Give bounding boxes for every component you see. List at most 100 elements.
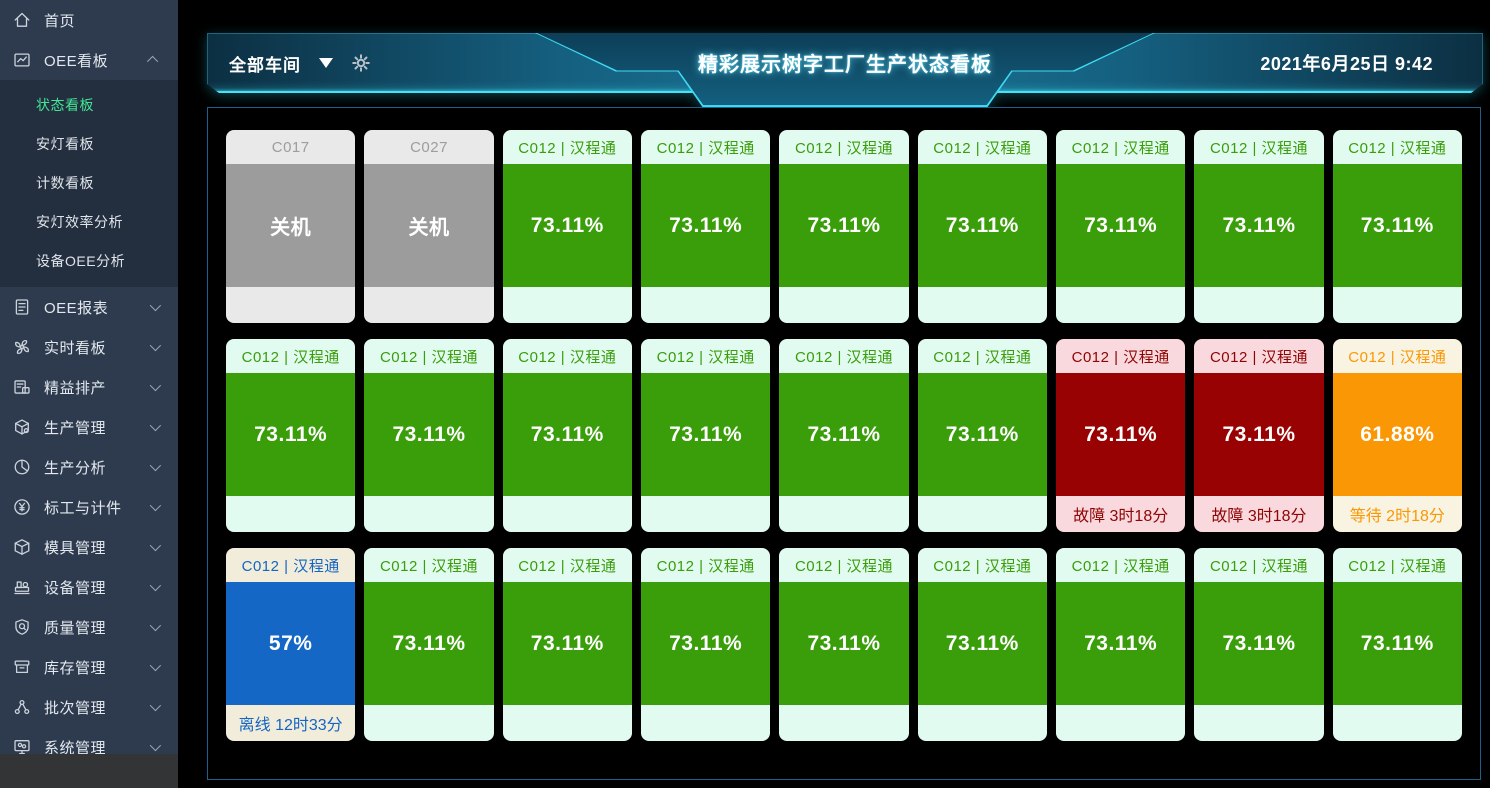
chevron-down-icon xyxy=(149,619,162,632)
sidebar-item-mold-mgmt[interactable]: 模具管理 xyxy=(0,527,178,567)
machine-status-detail xyxy=(1194,705,1324,741)
machine-status-value: 73.11% xyxy=(640,582,771,705)
sidebar-subitem-status-board[interactable]: 状态看板 xyxy=(36,97,94,113)
sidebar-item-inventory-mgmt[interactable]: 库存管理 xyxy=(0,647,178,687)
machine-card[interactable]: C012 | 汉程通 73.11% xyxy=(779,339,909,532)
machine-status-detail xyxy=(779,287,909,323)
machine-card-header: C012 | 汉程通 xyxy=(364,339,494,373)
machine-card[interactable]: C012 | 汉程通 73.11% xyxy=(640,548,771,741)
machine-id-label: C012 | 汉程通 xyxy=(1348,557,1447,575)
machine-card[interactable]: C012 | 汉程通 73.11% 故障 3时18分 xyxy=(1194,339,1324,532)
machine-card[interactable]: C012 | 汉程通 73.11% xyxy=(502,548,632,741)
machine-card[interactable]: C012 | 汉程通 73.11% xyxy=(917,130,1047,323)
sidebar-item-production-mgmt[interactable]: 生产管理 xyxy=(0,407,178,447)
gear-icon[interactable] xyxy=(351,53,371,73)
sidebar-subitem-count-board[interactable]: 计数看板 xyxy=(36,175,94,191)
sidebar-item-realtime-board[interactable]: 实时看板 xyxy=(0,327,178,367)
chevron-down-icon xyxy=(149,379,162,392)
sidebar-item-label: OEE看板 xyxy=(44,52,109,70)
sidebar-item-quality-mgmt[interactable]: 质量管理 xyxy=(0,607,178,647)
sidebar-item-batch-mgmt[interactable]: 批次管理 xyxy=(0,687,178,727)
machine-status-detail xyxy=(1194,287,1324,323)
mold-icon xyxy=(12,538,31,557)
machine-id-label: C012 | 汉程通 xyxy=(1071,348,1170,366)
machine-card-header: C012 | 汉程通 xyxy=(1055,130,1186,164)
cube-icon xyxy=(12,418,31,437)
machine-card[interactable]: C027 关机 xyxy=(364,130,494,323)
machine-card-header: C012 | 汉程通 xyxy=(1194,548,1324,582)
machine-status-detail xyxy=(640,496,771,532)
machine-card-header: C012 | 汉程通 xyxy=(1055,339,1186,373)
sidebar-item-label: 质量管理 xyxy=(44,619,107,637)
chevron-down-icon xyxy=(149,739,162,752)
machine-oee-value: 57% xyxy=(268,631,313,655)
machine-id-label: C027 xyxy=(410,138,448,156)
machine-icon xyxy=(12,578,31,597)
machine-status-value: 73.11% xyxy=(1194,373,1324,496)
machine-card[interactable]: C012 | 汉程通 73.11% 故障 3时18分 xyxy=(1055,339,1186,532)
sidebar-subitem-equipment-oee-analysis[interactable]: 设备OEE分析 xyxy=(36,253,126,269)
machine-card[interactable]: C012 | 汉程通 73.11% xyxy=(502,130,632,323)
sidebar-subitem-andon-board[interactable]: 安灯看板 xyxy=(36,136,94,152)
machine-status-value: 73.11% xyxy=(1055,373,1186,496)
machine-card-header: C012 | 汉程通 xyxy=(1194,130,1324,164)
sidebar-item-lean-scheduling[interactable]: 精益排产 xyxy=(0,367,178,407)
machine-card[interactable]: C012 | 汉程通 73.11% xyxy=(779,548,909,741)
machine-status-detail xyxy=(1332,287,1462,323)
machine-card[interactable]: C012 | 汉程通 73.11% xyxy=(364,339,494,532)
sidebar-item-home[interactable]: 首页 xyxy=(0,0,178,40)
machine-card[interactable]: C012 | 汉程通 73.11% xyxy=(502,339,632,532)
sidebar-item-standard-work-piecework[interactable]: 标工与计件 xyxy=(0,487,178,527)
machine-card-header: C012 | 汉程通 xyxy=(640,130,771,164)
machine-status-detail xyxy=(502,287,632,323)
machine-id-label: C012 | 汉程通 xyxy=(379,348,479,366)
workshop-selector[interactable]: 全部车间 xyxy=(229,55,301,75)
monitor-icon xyxy=(12,738,31,757)
machine-card[interactable]: C012 | 汉程通 73.11% xyxy=(1194,130,1324,323)
machine-oee-value: 73.11% xyxy=(1222,213,1296,237)
machine-card[interactable]: C012 | 汉程通 73.11% xyxy=(1332,130,1462,323)
machine-card[interactable]: C012 | 汉程通 73.11% xyxy=(1194,548,1324,741)
sidebar-item-system-mgmt[interactable]: 系统管理 xyxy=(0,727,178,767)
machine-status-value: 73.11% xyxy=(917,373,1047,496)
nodes-icon xyxy=(12,698,31,717)
machine-card-header: C012 | 汉程通 xyxy=(779,548,909,582)
machine-id-label: C012 | 汉程通 xyxy=(1071,557,1170,575)
machine-status-value: 73.11% xyxy=(917,582,1047,705)
sidebar-item-oee-kanban[interactable]: OEE看板 xyxy=(0,40,178,80)
machine-card-header: C012 | 汉程通 xyxy=(917,548,1047,582)
machine-status-detail-label: 故障 3时18分 xyxy=(1073,508,1169,525)
machine-card[interactable]: C012 | 汉程通 73.11% xyxy=(640,339,771,532)
sidebar-item-oee-report[interactable]: OEE报表 xyxy=(0,287,178,327)
machine-card[interactable]: C012 | 汉程通 57% 离线 12时33分 xyxy=(226,548,356,741)
machine-card-header: C012 | 汉程通 xyxy=(1332,130,1462,164)
sidebar-item-equipment-mgmt[interactable]: 设备管理 xyxy=(0,567,178,607)
machine-id-label: C012 | 汉程通 xyxy=(1071,139,1170,157)
machine-card[interactable]: C012 | 汉程通 73.11% xyxy=(364,548,494,741)
machine-card[interactable]: C012 | 汉程通 73.11% xyxy=(779,130,909,323)
machine-card[interactable]: C012 | 汉程通 73.11% xyxy=(226,339,356,532)
sidebar-item-production-analysis[interactable]: 生产分析 xyxy=(0,447,178,487)
sidebar-item-label: 精益排产 xyxy=(44,379,107,397)
machine-card[interactable]: C012 | 汉程通 73.11% xyxy=(917,548,1047,741)
machine-card[interactable]: C012 | 汉程通 73.11% xyxy=(1055,130,1186,323)
machine-status-detail xyxy=(364,287,494,323)
machine-status-detail xyxy=(779,705,909,741)
machine-id-label: C012 | 汉程通 xyxy=(933,139,1032,157)
machine-card[interactable]: C012 | 汉程通 73.11% xyxy=(1332,548,1462,741)
machine-id-label: C012 | 汉程通 xyxy=(518,139,617,157)
machine-card-header: C012 | 汉程通 xyxy=(226,548,356,582)
machine-card[interactable]: C017 关机 xyxy=(226,130,356,323)
machine-status-detail: 等待 2时18分 xyxy=(1332,496,1462,532)
dropdown-arrow-icon[interactable] xyxy=(319,58,333,68)
machine-status-value: 73.11% xyxy=(502,582,632,705)
machine-card[interactable]: C012 | 汉程通 73.11% xyxy=(917,339,1047,532)
sidebar-item-label: 首页 xyxy=(44,12,76,30)
machine-card[interactable]: C012 | 汉程通 73.11% xyxy=(1055,548,1186,741)
machine-card[interactable]: C012 | 汉程通 73.11% xyxy=(640,130,771,323)
sidebar-item-label: 库存管理 xyxy=(44,659,107,677)
machine-status-detail xyxy=(1332,705,1462,741)
machine-id-label: C012 | 汉程通 xyxy=(1209,557,1309,575)
machine-card[interactable]: C012 | 汉程通 61.88% 等待 2时18分 xyxy=(1332,339,1462,532)
sidebar-subitem-andon-efficiency-analysis[interactable]: 安灯效率分析 xyxy=(36,214,123,230)
